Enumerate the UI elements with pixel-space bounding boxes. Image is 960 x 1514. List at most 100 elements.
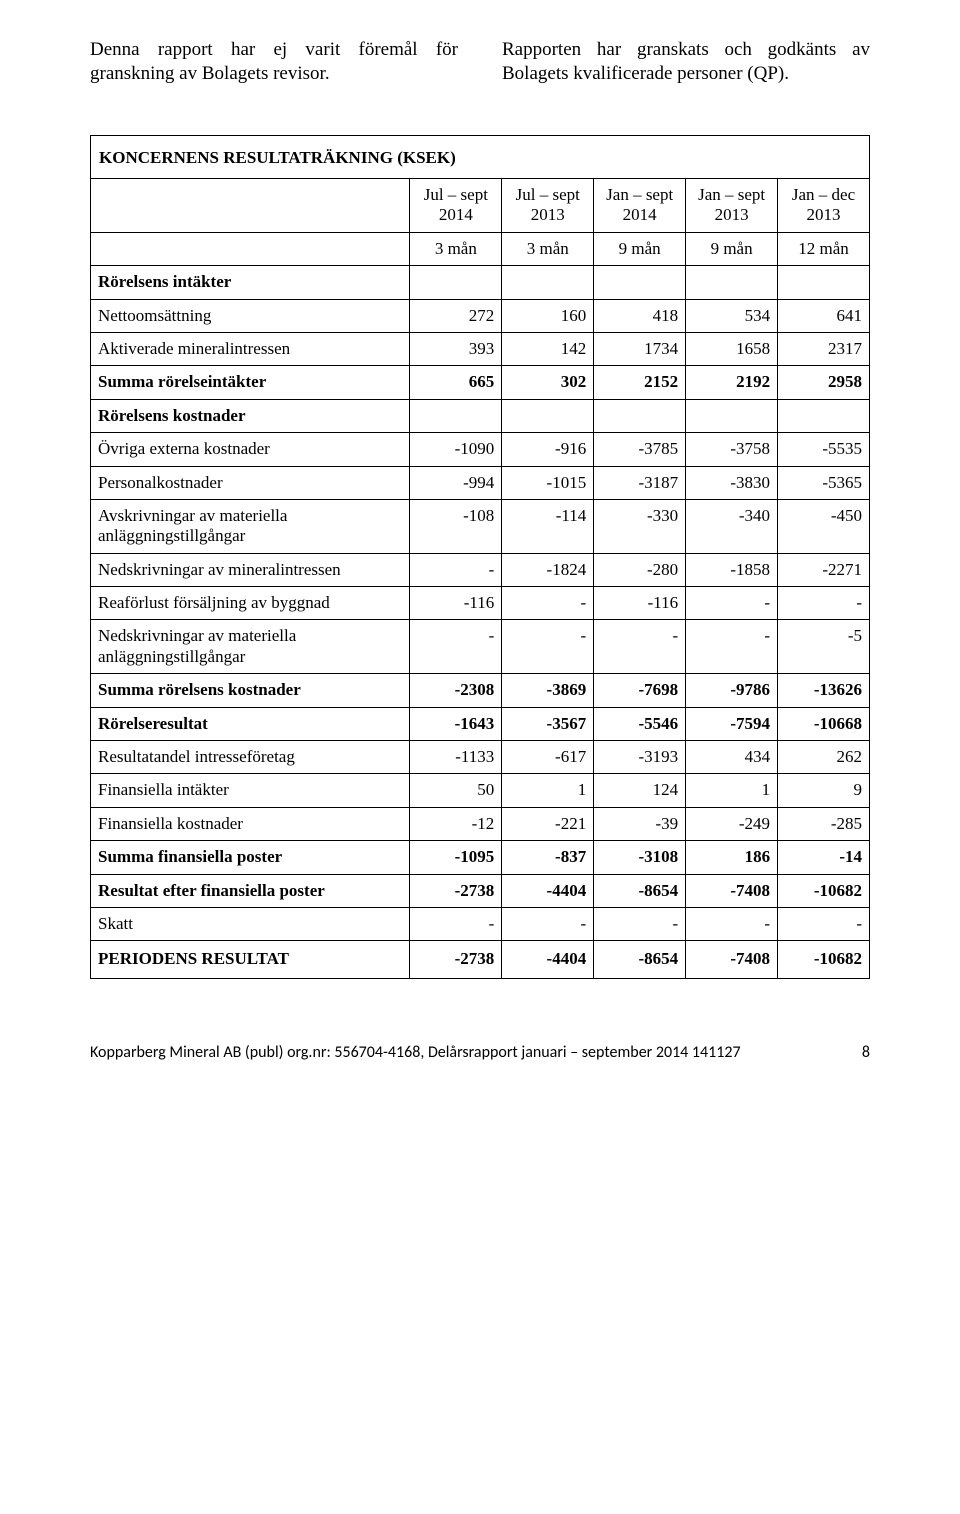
duration-header-cell: 3 mån — [410, 232, 502, 265]
row-value: -3193 — [594, 741, 686, 774]
row-value: -9786 — [686, 674, 778, 707]
row-value: - — [594, 908, 686, 941]
row-value: -280 — [594, 553, 686, 586]
row-value: - — [594, 620, 686, 674]
row-value: -8654 — [594, 941, 686, 978]
table-row: Nettoomsättning272160418534641 — [91, 299, 870, 332]
row-value: -14 — [778, 841, 870, 874]
duration-header-cell: 9 mån — [686, 232, 778, 265]
row-value: -221 — [502, 807, 594, 840]
row-value — [594, 266, 686, 299]
intro-right: Rapporten har granskats och godkänts av … — [502, 38, 870, 87]
row-value: -1095 — [410, 841, 502, 874]
row-value: -108 — [410, 499, 502, 553]
row-value: - — [686, 908, 778, 941]
row-label: Nettoomsättning — [91, 299, 410, 332]
row-value — [502, 399, 594, 432]
table-row: Summa finansiella poster-1095-837-310818… — [91, 841, 870, 874]
row-value: -116 — [410, 587, 502, 620]
row-value: 142 — [502, 332, 594, 365]
row-value: -7698 — [594, 674, 686, 707]
row-value: -114 — [502, 499, 594, 553]
table-row: Rörelsens intäkter — [91, 266, 870, 299]
row-label: Finansiella intäkter — [91, 774, 410, 807]
row-value — [686, 399, 778, 432]
row-value: -837 — [502, 841, 594, 874]
intro-left: Denna rapport har ej varit föremål för g… — [90, 38, 458, 87]
row-value — [502, 266, 594, 299]
row-value: 393 — [410, 332, 502, 365]
row-value: -2738 — [410, 874, 502, 907]
table-row: Aktiverade mineralintressen3931421734165… — [91, 332, 870, 365]
row-value: 1734 — [594, 332, 686, 365]
table-row: Nedskrivningar av mineralintressen--1824… — [91, 553, 870, 586]
row-value — [778, 399, 870, 432]
row-value — [686, 266, 778, 299]
table-row: Personalkostnader-994-1015-3187-3830-536… — [91, 466, 870, 499]
row-value: - — [410, 908, 502, 941]
duration-header-cell: 3 mån — [502, 232, 594, 265]
row-value: -1015 — [502, 466, 594, 499]
row-label: Personalkostnader — [91, 466, 410, 499]
row-value: 50 — [410, 774, 502, 807]
row-value — [594, 399, 686, 432]
table-row: Skatt----- — [91, 908, 870, 941]
row-value: 1658 — [686, 332, 778, 365]
row-value: -994 — [410, 466, 502, 499]
row-value: -3187 — [594, 466, 686, 499]
row-value: -1824 — [502, 553, 594, 586]
table-row: Resultat efter finansiella poster-2738-4… — [91, 874, 870, 907]
row-label: Finansiella kostnader — [91, 807, 410, 840]
row-value: -285 — [778, 807, 870, 840]
row-label: Övriga externa kostnader — [91, 433, 410, 466]
row-value: -4404 — [502, 874, 594, 907]
footer-page-number: 8 — [862, 1043, 870, 1062]
row-label: Resultatandel intresseföretag — [91, 741, 410, 774]
duration-header-row: 3 mån3 mån9 mån9 mån12 mån — [91, 232, 870, 265]
row-value: 1 — [686, 774, 778, 807]
row-label: Rörelsens intäkter — [91, 266, 410, 299]
row-value: -330 — [594, 499, 686, 553]
row-value: 2152 — [594, 366, 686, 399]
period-header-cell: Jul – sept 2014 — [410, 179, 502, 233]
row-value: 641 — [778, 299, 870, 332]
row-value: 434 — [686, 741, 778, 774]
row-value: 262 — [778, 741, 870, 774]
row-value: -3108 — [594, 841, 686, 874]
period-header-cell: Jan – sept 2013 — [686, 179, 778, 233]
row-value: -249 — [686, 807, 778, 840]
row-value: -5365 — [778, 466, 870, 499]
table-row: Reaförlust försäljning av byggnad-116--1… — [91, 587, 870, 620]
row-value: -7594 — [686, 707, 778, 740]
row-value: -1858 — [686, 553, 778, 586]
row-label: Summa rörelseintäkter — [91, 366, 410, 399]
row-value: -5 — [778, 620, 870, 674]
row-label: Summa rörelsens kostnader — [91, 674, 410, 707]
row-value: -10682 — [778, 874, 870, 907]
row-label: Rörelsens kostnader — [91, 399, 410, 432]
row-value: -4404 — [502, 941, 594, 978]
header-empty-cell — [91, 232, 410, 265]
row-label: Nedskrivningar av mineralintressen — [91, 553, 410, 586]
row-value: -5546 — [594, 707, 686, 740]
row-value: -39 — [594, 807, 686, 840]
row-value — [410, 399, 502, 432]
table-row: Övriga externa kostnader-1090-916-3785-3… — [91, 433, 870, 466]
row-label: PERIODENS RESULTAT — [91, 941, 410, 978]
row-label: Nedskrivningar av materiella anläggnings… — [91, 620, 410, 674]
row-value: -7408 — [686, 874, 778, 907]
row-value: 186 — [686, 841, 778, 874]
row-value — [778, 266, 870, 299]
row-value: 272 — [410, 299, 502, 332]
row-value: -2308 — [410, 674, 502, 707]
table-title: KONCERNENS RESULTATRÄKNING (KSEK) — [91, 135, 870, 178]
table-row: Finansiella kostnader-12-221-39-249-285 — [91, 807, 870, 840]
income-statement-table: KONCERNENS RESULTATRÄKNING (KSEK) Jul – … — [90, 135, 870, 979]
row-value: 302 — [502, 366, 594, 399]
row-value: -340 — [686, 499, 778, 553]
row-value: -2271 — [778, 553, 870, 586]
row-value: - — [686, 587, 778, 620]
row-value: -1643 — [410, 707, 502, 740]
table-row: Summa rörelsens kostnader-2308-3869-7698… — [91, 674, 870, 707]
row-value: 2958 — [778, 366, 870, 399]
